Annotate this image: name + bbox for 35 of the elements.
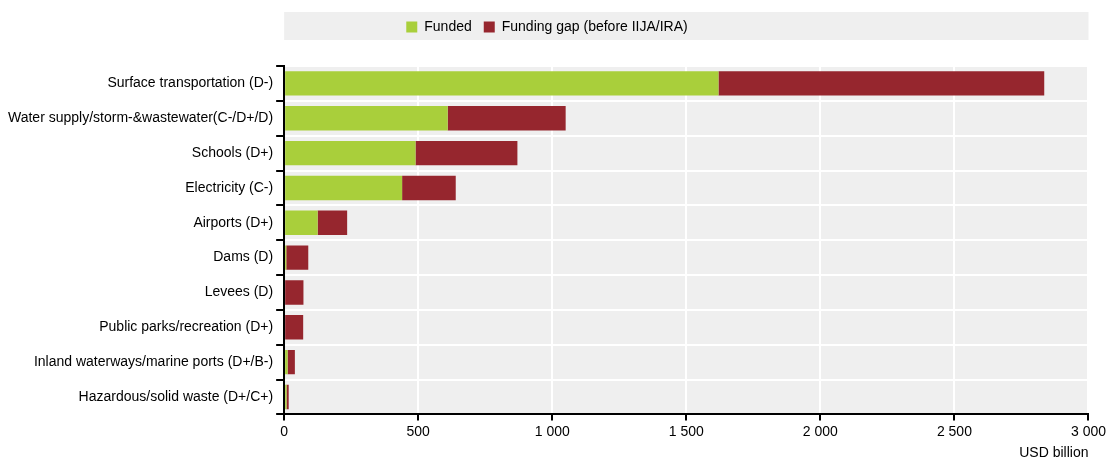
x-tick-label: 1 000 xyxy=(534,422,570,439)
x-tick-label: 3 000 xyxy=(1070,422,1107,439)
bar xyxy=(285,315,304,340)
y-tick-label: Water supply/storm-&wastewater(C-/D+/D) xyxy=(7,109,274,126)
bar xyxy=(285,175,403,201)
bar xyxy=(285,210,318,235)
y-tick-label: Dams (D) xyxy=(213,248,274,265)
x-tick-label: 500 xyxy=(406,422,431,439)
bar xyxy=(285,140,416,166)
y-tick-label: Schools (D+) xyxy=(191,143,274,160)
bar xyxy=(285,349,288,375)
bar xyxy=(286,245,309,270)
y-tick-label: Electricity (C-) xyxy=(185,178,274,195)
y-tick-label: Surface transportation (D-) xyxy=(107,74,274,91)
bar xyxy=(285,280,304,305)
x-tick-label: 2 500 xyxy=(936,422,973,439)
bar xyxy=(287,349,295,375)
bar xyxy=(285,106,448,131)
y-tick-label: Public parks/recreation (D+) xyxy=(99,318,274,335)
legend-label: Funded xyxy=(424,17,472,34)
x-tick-label: 1 500 xyxy=(668,422,705,439)
y-tick-label: Levees (D) xyxy=(204,283,274,300)
x-tick-label: 0 xyxy=(280,422,289,439)
y-tick-label: Hazardous/solid waste (D+/C+) xyxy=(78,387,274,404)
x-axis-title: USD billion xyxy=(1019,444,1089,461)
bar xyxy=(317,210,348,235)
bar xyxy=(718,71,1045,96)
y-tick-label: Airports (D+) xyxy=(193,213,274,230)
legend-label: Funding gap (before IIJA/IRA) xyxy=(501,17,688,34)
x-tick-label: 2 000 xyxy=(802,422,839,439)
bar xyxy=(447,106,566,131)
bar xyxy=(402,175,456,201)
bar xyxy=(415,140,518,166)
y-tick-label: Inland waterways/marine ports (D+/B-) xyxy=(33,353,274,369)
bar xyxy=(285,71,719,96)
